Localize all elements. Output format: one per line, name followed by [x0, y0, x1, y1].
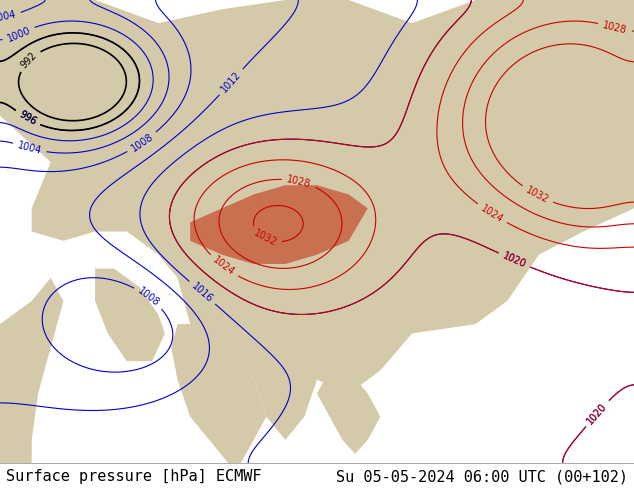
Polygon shape	[0, 0, 634, 440]
Text: 1004: 1004	[16, 140, 43, 156]
Text: Surface pressure [hPa] ECMWF: Surface pressure [hPa] ECMWF	[6, 469, 262, 484]
Polygon shape	[95, 269, 165, 361]
Text: 1008: 1008	[136, 286, 162, 309]
Text: 1004: 1004	[0, 10, 17, 24]
Text: Su 05-05-2024 06:00 UTC (00+102): Su 05-05-2024 06:00 UTC (00+102)	[335, 469, 628, 484]
Text: 1032: 1032	[524, 185, 550, 205]
Text: 1012: 1012	[219, 70, 243, 95]
Text: 996: 996	[17, 109, 38, 127]
Text: 1020: 1020	[501, 250, 527, 270]
Text: 1020: 1020	[501, 250, 527, 270]
Text: 1020: 1020	[585, 401, 609, 426]
Text: 1000: 1000	[6, 25, 32, 43]
Polygon shape	[171, 324, 266, 463]
Polygon shape	[0, 278, 63, 463]
Text: 1008: 1008	[129, 131, 155, 153]
Text: 1028: 1028	[286, 174, 312, 189]
Polygon shape	[317, 370, 380, 454]
Circle shape	[233, 365, 249, 376]
Text: 992: 992	[19, 50, 39, 71]
Text: 1016: 1016	[190, 281, 215, 304]
Text: 1032: 1032	[252, 228, 278, 248]
Polygon shape	[190, 185, 368, 264]
Text: 1028: 1028	[602, 20, 628, 35]
Polygon shape	[545, 102, 583, 162]
Text: 1024: 1024	[479, 203, 505, 224]
Text: 996: 996	[17, 109, 38, 127]
Text: 1020: 1020	[585, 401, 609, 426]
Text: 1024: 1024	[210, 255, 236, 278]
